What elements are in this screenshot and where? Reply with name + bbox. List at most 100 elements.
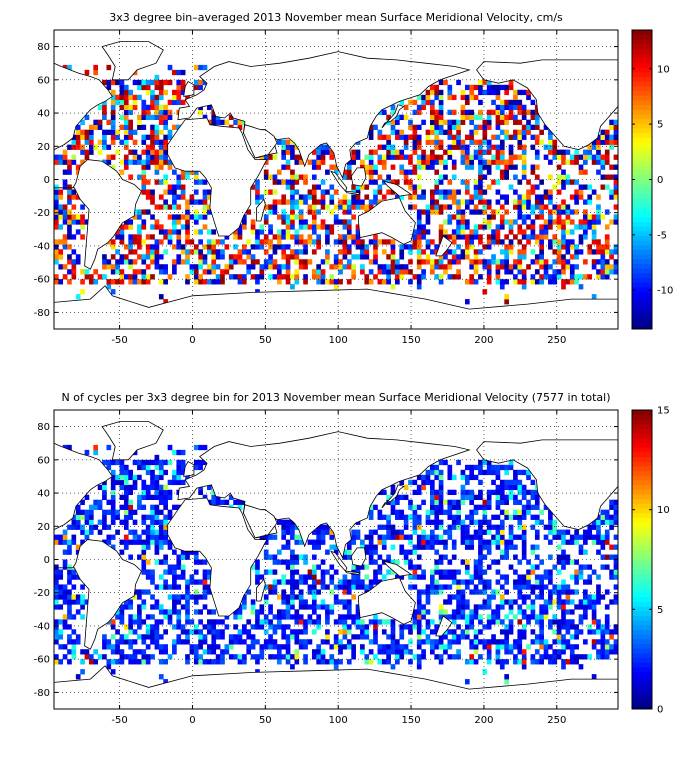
data-bin (298, 239, 304, 245)
data-bin (482, 584, 488, 590)
data-bin (329, 209, 335, 215)
data-bin (521, 174, 527, 180)
data-bin (180, 569, 186, 575)
data-bin (163, 629, 168, 635)
data-bin (145, 159, 151, 165)
data-bin (329, 194, 335, 200)
data-bin (67, 169, 72, 175)
data-bin (93, 119, 99, 125)
data-bin (137, 619, 142, 625)
data-bin (561, 159, 566, 165)
data-bin (263, 154, 269, 160)
data-bin (233, 654, 238, 660)
data-bin (469, 469, 475, 476)
data-bin (119, 269, 125, 275)
data-bin (62, 154, 68, 160)
data-bin (552, 614, 558, 620)
data-bin (456, 654, 461, 660)
data-bin (534, 514, 540, 520)
data-bin (574, 209, 579, 215)
data-bin (574, 644, 579, 650)
data-bin (530, 614, 536, 620)
data-bin (482, 604, 488, 610)
data-bin (329, 654, 335, 660)
data-bin (552, 519, 558, 525)
data-bin (587, 154, 593, 160)
data-bin (430, 529, 435, 535)
colorbar-segment (632, 184, 652, 190)
data-bin (71, 134, 77, 140)
data-bin (386, 189, 391, 195)
data-bin (320, 529, 326, 535)
data-bin (456, 79, 461, 86)
data-bin (193, 244, 199, 250)
data-bin (412, 139, 418, 145)
data-bin (351, 644, 356, 650)
data-bin (255, 229, 260, 235)
data-bin (150, 159, 155, 165)
data-bin (399, 249, 405, 255)
data-bin (517, 279, 523, 285)
data-bin (102, 134, 107, 140)
data-bin (526, 584, 531, 590)
data-bin (67, 164, 72, 170)
data-bin (193, 569, 199, 575)
data-bin (416, 194, 422, 200)
data-bin (320, 199, 326, 205)
data-bin (504, 169, 509, 175)
data-bin (451, 239, 457, 245)
colorbar-segment (632, 114, 652, 120)
data-bin (591, 154, 597, 160)
data-bin (67, 64, 72, 71)
data-bin (604, 174, 610, 180)
data-bin (342, 574, 348, 580)
data-bin (539, 234, 544, 240)
data-bin (154, 549, 160, 555)
data-bin (193, 199, 199, 205)
data-bin (176, 229, 182, 235)
data-bin (399, 254, 405, 260)
data-bin (132, 239, 138, 245)
data-bin (456, 524, 461, 530)
data-bin (600, 139, 606, 145)
data-bin (167, 619, 173, 625)
data-bin (561, 184, 566, 190)
data-bin (430, 109, 435, 116)
data-bin (556, 239, 562, 245)
data-bin (303, 579, 308, 585)
colorbar-segment (632, 30, 652, 36)
data-bin (434, 169, 440, 175)
data-bin (517, 499, 523, 505)
data-bin (456, 229, 461, 235)
data-bin (75, 634, 81, 640)
data-bin (298, 554, 304, 560)
colorbar-segment (632, 104, 652, 110)
data-bin (290, 584, 295, 590)
data-bin (596, 514, 601, 520)
data-bin (303, 644, 308, 650)
data-bin (583, 614, 588, 620)
data-bin (368, 584, 374, 590)
data-bin (281, 599, 287, 605)
data-bin (62, 599, 68, 605)
data-bin (311, 599, 317, 605)
data-bin (478, 519, 483, 525)
data-bin (451, 474, 457, 481)
data-bin (163, 109, 168, 116)
data-bin (561, 589, 566, 595)
data-bin (176, 214, 182, 220)
data-bin (473, 574, 479, 580)
colorbar-segment (632, 62, 652, 68)
data-bin (97, 149, 103, 155)
data-bin (495, 499, 501, 505)
data-bin (460, 119, 466, 125)
data-bin (106, 159, 112, 165)
data-bin (145, 629, 151, 635)
data-bin (513, 534, 518, 540)
data-bin (237, 639, 243, 645)
data-bin (158, 559, 164, 565)
data-bin (137, 124, 142, 130)
data-bin (185, 259, 190, 265)
data-bin (447, 504, 453, 510)
data-bin (438, 189, 444, 195)
